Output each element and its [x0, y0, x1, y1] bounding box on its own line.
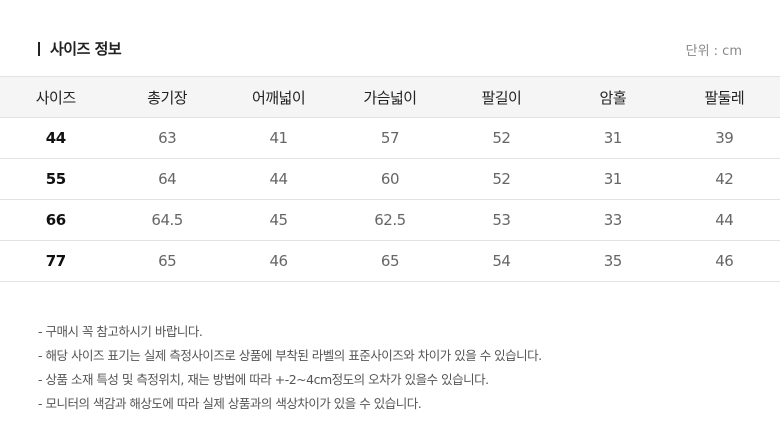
measurement-cell: 46 — [668, 240, 780, 282]
measurement-cell: 44 — [222, 158, 335, 200]
measurement-cell: 41 — [222, 117, 335, 159]
measurement-cell: 62.5 — [334, 199, 446, 241]
measurement-cell: 52 — [445, 117, 558, 159]
header-size: 사이즈 — [0, 76, 112, 118]
measurement-cell: 35 — [557, 240, 669, 282]
unit-label: 단위 : cm — [685, 44, 742, 59]
notes: - 구매시 꼭 참고하시기 바랍니다. - 해당 사이즈 표기는 실제 측정사이… — [38, 320, 542, 416]
measurement-cell: 63 — [111, 117, 223, 159]
size-cell: 77 — [0, 240, 112, 282]
header-armhole: 암홀 — [557, 76, 669, 118]
header-sleeve: 팔길이 — [445, 76, 558, 118]
measurement-cell: 64 — [111, 158, 223, 200]
measurement-cell: 31 — [557, 117, 669, 159]
section-title-text: 사이즈 정보 — [50, 40, 122, 58]
size-cell: 55 — [0, 158, 112, 200]
header-chest: 가슴넓이 — [334, 76, 446, 118]
table-row: 55 64 44 60 52 31 42 — [0, 158, 780, 200]
size-cell: 44 — [0, 117, 112, 159]
table-row: 44 63 41 57 52 31 39 — [0, 117, 780, 159]
measurement-cell: 65 — [334, 240, 446, 282]
header-total-length: 총기장 — [111, 76, 223, 118]
measurement-cell: 33 — [557, 199, 669, 241]
measurement-cell: 31 — [557, 158, 669, 200]
measurement-cell: 64.5 — [111, 199, 223, 241]
table-header-row: 사이즈 총기장 어깨넓이 가슴넓이 팔길이 암홀 팔둘레 — [0, 76, 780, 118]
measurement-cell: 65 — [111, 240, 223, 282]
measurement-cell: 42 — [668, 158, 780, 200]
table-row: 66 64.5 45 62.5 53 33 44 — [0, 199, 780, 241]
measurement-cell: 39 — [668, 117, 780, 159]
note-item: - 모니터의 색감과 해상도에 따라 실제 상품과의 색상차이가 있을 수 있습… — [38, 396, 422, 411]
measurement-cell: 53 — [445, 199, 558, 241]
section-title: 사이즈 정보 — [38, 38, 122, 59]
size-table: 사이즈 총기장 어깨넓이 가슴넓이 팔길이 암홀 팔둘레 44 63 41 57 52 3… — [0, 76, 780, 282]
header-shoulder: 어깨넓이 — [222, 76, 335, 118]
measurement-cell: 60 — [334, 158, 446, 200]
measurement-cell: 54 — [445, 240, 558, 282]
note-item: - 상품 소재 특성 및 측정위치, 재는 방법에 따라 +-2~4cm정도의 … — [38, 372, 489, 387]
measurement-cell: 57 — [334, 117, 446, 159]
size-cell: 66 — [0, 199, 112, 241]
measurement-cell: 45 — [222, 199, 335, 241]
note-item: - 해당 사이즈 표기는 실제 측정사이즈로 상품에 부착된 라벨의 표준사이즈… — [38, 348, 542, 363]
measurement-cell: 52 — [445, 158, 558, 200]
header-arm-circumference: 팔둘레 — [668, 76, 780, 118]
measurement-cell: 46 — [222, 240, 335, 282]
note-item: - 구매시 꼭 참고하시기 바랍니다. — [38, 324, 203, 339]
measurement-cell: 44 — [668, 199, 780, 241]
title-bar-decoration — [38, 41, 40, 56]
table-row: 77 65 46 65 54 35 46 — [0, 240, 780, 282]
